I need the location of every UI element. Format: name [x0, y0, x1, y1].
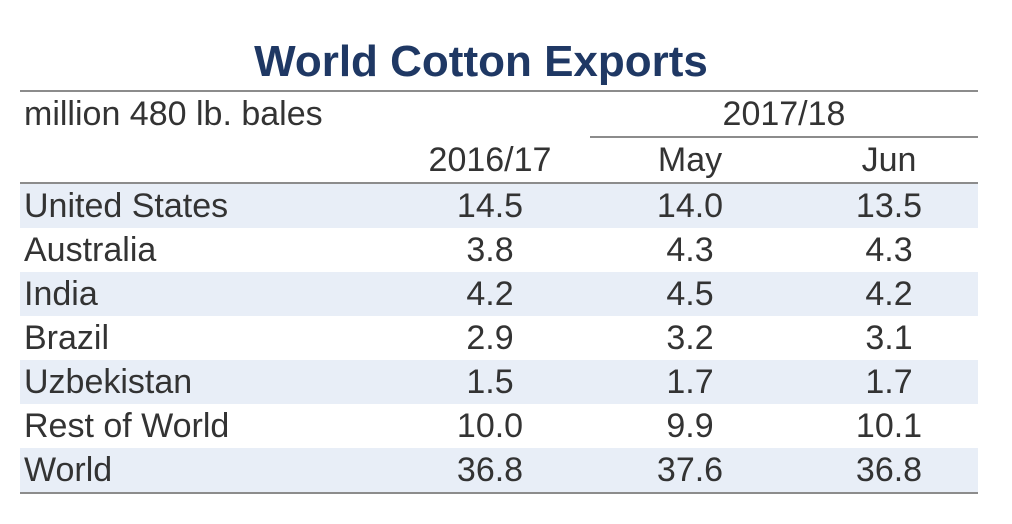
units-label: million 480 lb. bales: [24, 95, 323, 133]
table-row: Uzbekistan 1.5 1.7 1.7: [20, 360, 978, 404]
table-row: Rest of World 10.0 9.9 10.1: [20, 404, 978, 448]
cell-value: 13.5: [855, 187, 923, 225]
row-label: India: [24, 275, 98, 313]
cell-value: 3.2: [666, 319, 714, 357]
table-row: India 4.2 4.5 4.2: [20, 272, 978, 316]
row-label: World: [24, 451, 113, 489]
cell-value: 36.8: [855, 451, 923, 489]
table-row: United States 14.5 14.0 13.5: [20, 184, 978, 228]
cell-value: 37.6: [656, 451, 724, 489]
cell-value: 2.9: [466, 319, 514, 357]
cell-value: 4.5: [666, 275, 714, 313]
group-rule: [590, 136, 978, 138]
row-label: United States: [24, 187, 229, 225]
table-row: Brazil 2.9 3.2 3.1: [20, 316, 978, 360]
row-label: Rest of World: [24, 407, 230, 445]
table-title: World Cotton Exports: [254, 37, 708, 86]
cell-value: 9.9: [666, 407, 714, 445]
cell-value: 10.0: [456, 407, 524, 445]
cell-value: 4.3: [865, 231, 913, 269]
table-row: World 36.8 37.6 36.8: [20, 448, 978, 492]
top-rule: [20, 90, 978, 92]
cell-value: 3.8: [466, 231, 514, 269]
column-header-2016-17: 2016/17: [428, 141, 552, 179]
table-row: Australia 3.8 4.3 4.3: [20, 228, 978, 272]
row-label: Australia: [24, 231, 157, 269]
bottom-rule: [20, 492, 978, 494]
group-header: 2017/18: [722, 95, 846, 133]
cell-value: 4.2: [865, 275, 913, 313]
column-header-jun: Jun: [861, 141, 917, 179]
row-label: Brazil: [24, 319, 110, 357]
header-rule: [20, 182, 978, 184]
column-header-may: May: [657, 141, 723, 179]
cell-value: 4.3: [666, 231, 714, 269]
cell-value: 10.1: [855, 407, 923, 445]
cell-value: 14.0: [656, 187, 724, 225]
row-label: Uzbekistan: [24, 363, 193, 401]
cell-value: 3.1: [865, 319, 913, 357]
cell-value: 1.7: [865, 363, 913, 401]
cell-value: 36.8: [456, 451, 524, 489]
cell-value: 4.2: [466, 275, 514, 313]
cell-value: 14.5: [456, 187, 524, 225]
cell-value: 1.7: [666, 363, 714, 401]
cell-value: 1.5: [466, 363, 514, 401]
